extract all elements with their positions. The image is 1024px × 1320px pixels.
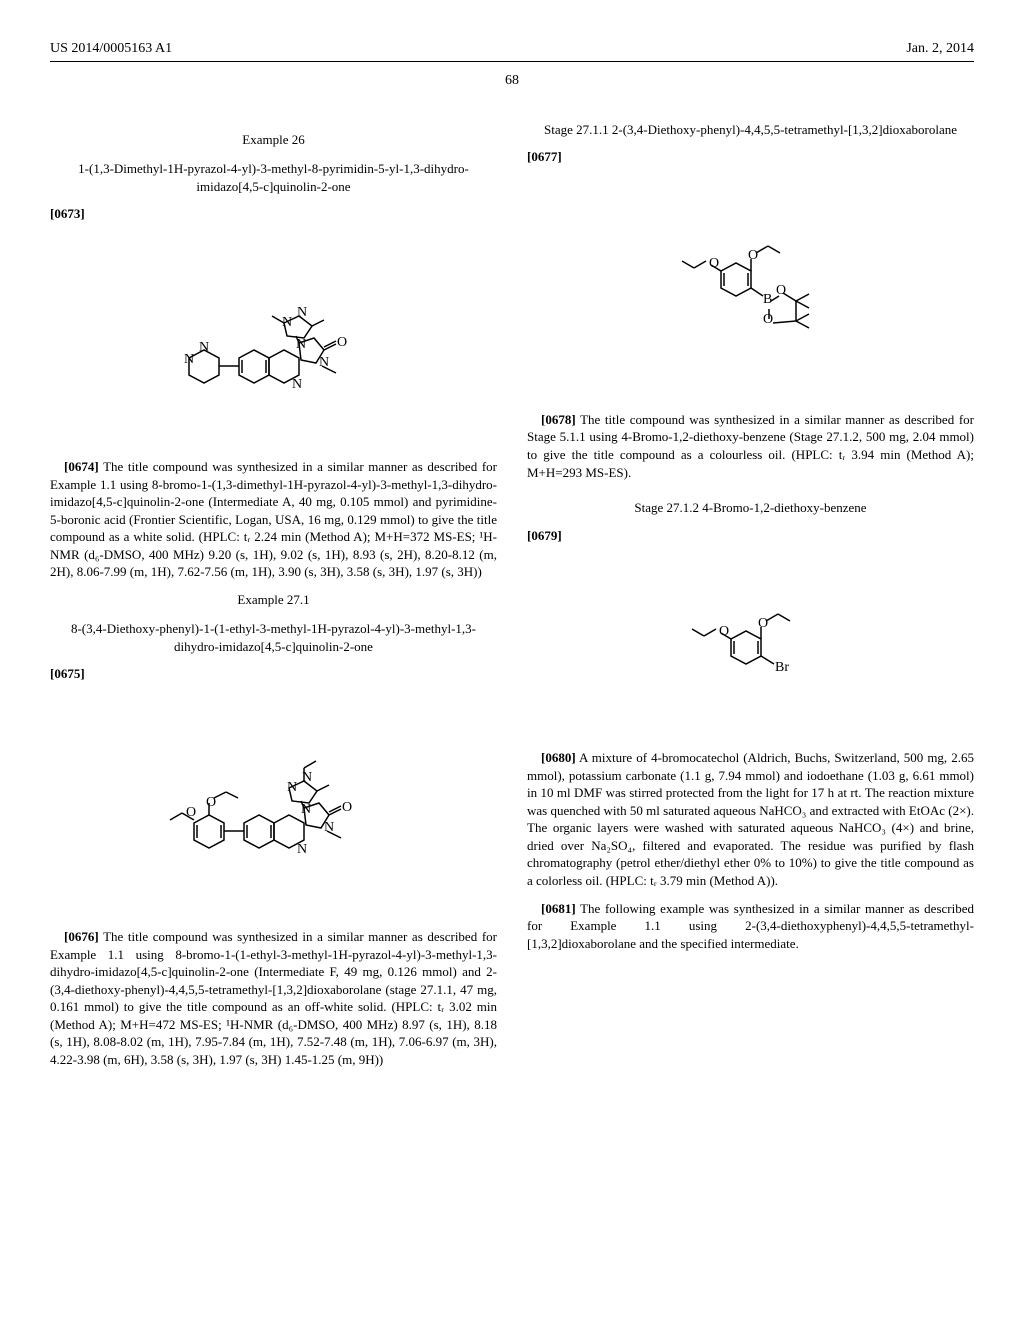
stage-2712-title: Stage 27.1.2 4-Bromo-1,2-diethoxy-benzen…	[538, 499, 963, 517]
para-0678: [0678] The title compound was synthesize…	[527, 411, 974, 481]
para-0681-text: The following example was synthesized in…	[527, 901, 974, 951]
para-0675-num: [0675]	[50, 666, 85, 681]
para-0677: [0677]	[527, 148, 974, 166]
patent-number: US 2014/0005163 A1	[50, 40, 172, 59]
example-26-label: Example 26	[50, 131, 497, 149]
para-0677-num: [0677]	[527, 149, 562, 164]
para-0674-num: [0674]	[64, 459, 99, 474]
svg-text:O: O	[776, 283, 786, 298]
svg-text:O: O	[337, 335, 347, 350]
svg-text:O: O	[342, 800, 352, 815]
svg-text:O: O	[748, 248, 758, 263]
example-27-label: Example 27.1	[50, 591, 497, 609]
para-0678-text: The title compound was synthesized in a …	[527, 412, 974, 480]
para-0678-num: [0678]	[541, 412, 576, 427]
para-0674: [0674] The title compound was synthesize…	[50, 458, 497, 581]
structure-stage-2712: O O Br	[527, 559, 974, 729]
para-0676-text: The title compound was synthesized in a …	[50, 929, 497, 1067]
para-0674-text: The title compound was synthesized in a …	[50, 459, 497, 579]
para-0673: [0673]	[50, 205, 497, 223]
svg-text:N: N	[297, 305, 307, 320]
svg-text:Br: Br	[775, 660, 789, 675]
structure-stage-2711: O O B O O	[527, 181, 974, 391]
content-columns: Example 26 1-(1,3-Dimethyl-1H-pyrazol-4-…	[50, 121, 974, 1079]
svg-text:N: N	[297, 842, 307, 857]
para-0680-num: [0680]	[541, 750, 576, 765]
svg-text:N: N	[292, 377, 302, 392]
para-0680-text: A mixture of 4-bromocatechol (Aldrich, B…	[527, 750, 974, 888]
para-0675: [0675]	[50, 665, 497, 683]
svg-text:N: N	[199, 340, 209, 355]
svg-text:B: B	[763, 292, 772, 307]
svg-text:N: N	[184, 352, 194, 367]
right-column: Stage 27.1.1 2-(3,4-Diethoxy-phenyl)-4,4…	[527, 121, 974, 1079]
svg-text:O: O	[758, 616, 768, 631]
example-26-name: 1-(1,3-Dimethyl-1H-pyrazol-4-yl)-3-methy…	[61, 160, 486, 195]
para-0680: [0680] A mixture of 4-bromocatechol (Ald…	[527, 749, 974, 889]
para-0676: [0676] The title compound was synthesize…	[50, 928, 497, 1068]
example-27-name: 8-(3,4-Diethoxy-phenyl)-1-(1-ethyl-3-met…	[61, 620, 486, 655]
page-number: 68	[50, 72, 974, 91]
left-column: Example 26 1-(1,3-Dimethyl-1H-pyrazol-4-…	[50, 121, 497, 1079]
para-0681-num: [0681]	[541, 901, 576, 916]
stage-2711-title: Stage 27.1.1 2-(3,4-Diethoxy-phenyl)-4,4…	[538, 121, 963, 139]
para-0681: [0681] The following example was synthes…	[527, 900, 974, 953]
svg-text:O: O	[763, 312, 773, 327]
structure-example-27: O O N N N O	[50, 698, 497, 908]
page-header: US 2014/0005163 A1 Jan. 2, 2014	[50, 40, 974, 62]
para-0679-num: [0679]	[527, 528, 562, 543]
para-0673-num: [0673]	[50, 206, 85, 221]
patent-date: Jan. 2, 2014	[906, 40, 974, 59]
para-0679: [0679]	[527, 527, 974, 545]
structure-example-26: N N N N N O	[50, 238, 497, 438]
svg-text:N: N	[287, 780, 297, 795]
para-0676-num: [0676]	[64, 929, 99, 944]
